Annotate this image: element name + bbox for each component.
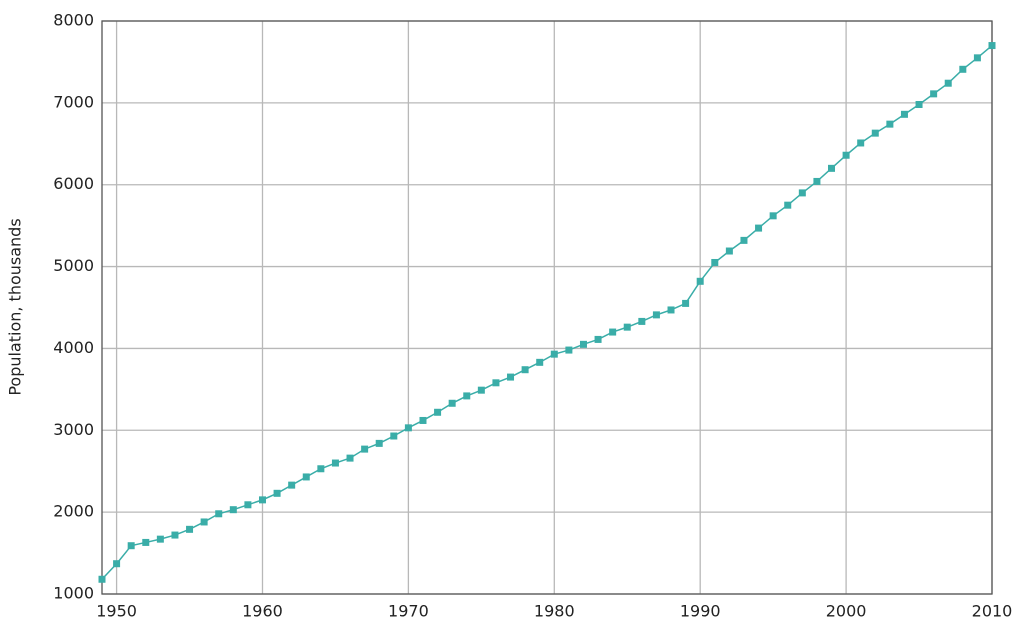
y-tick-label: 8000 (53, 11, 94, 30)
y-tick-label: 4000 (53, 338, 94, 357)
x-tick-label: 2000 (826, 602, 867, 621)
marker (229, 506, 237, 514)
marker (419, 416, 427, 424)
marker (623, 323, 631, 331)
marker (915, 100, 923, 108)
plot-frame (101, 20, 993, 595)
marker (536, 358, 544, 366)
marker (390, 432, 398, 440)
marker (375, 439, 383, 447)
marker (550, 350, 558, 358)
marker (346, 454, 354, 462)
marker (98, 575, 106, 583)
marker (609, 328, 617, 336)
marker (448, 399, 456, 407)
marker (113, 560, 121, 568)
marker (579, 340, 587, 348)
marker (156, 535, 164, 543)
marker (273, 489, 281, 497)
marker (127, 542, 135, 550)
y-tick-label: 5000 (53, 256, 94, 275)
marker (463, 392, 471, 400)
x-tick-label: 1990 (680, 602, 721, 621)
marker (507, 373, 515, 381)
marker (740, 236, 748, 244)
marker (944, 79, 952, 87)
marker (215, 510, 223, 518)
y-axis-label: Population, thousands (6, 218, 25, 395)
marker (258, 496, 266, 504)
marker (434, 408, 442, 416)
marker (142, 538, 150, 546)
x-tick-label: 1970 (388, 602, 429, 621)
marker (521, 366, 529, 374)
marker (638, 317, 646, 325)
marker (842, 151, 850, 159)
marker (302, 473, 310, 481)
marker (828, 164, 836, 172)
marker (244, 501, 252, 509)
marker (798, 189, 806, 197)
x-tick-label: 1960 (242, 602, 283, 621)
marker (784, 201, 792, 209)
marker (331, 459, 339, 467)
marker (959, 65, 967, 73)
y-tick-label: 2000 (53, 502, 94, 521)
marker (317, 465, 325, 473)
line (101, 44, 993, 580)
x-tick-label: 2010 (972, 602, 1013, 621)
x-tick-label: 1980 (534, 602, 575, 621)
marker (288, 481, 296, 489)
marker (477, 386, 485, 394)
marker (871, 129, 879, 137)
marker (711, 258, 719, 266)
marker (696, 277, 704, 285)
marker (725, 247, 733, 255)
marker (930, 90, 938, 98)
marker (755, 224, 763, 232)
marker (988, 42, 996, 50)
marker (682, 299, 690, 307)
marker (186, 525, 194, 533)
marker (667, 306, 675, 314)
marker (594, 335, 602, 343)
y-tick-label: 3000 (53, 420, 94, 439)
marker (171, 531, 179, 539)
marker (361, 445, 369, 453)
marker (886, 120, 894, 128)
marker (404, 424, 412, 432)
marker (492, 379, 500, 387)
y-tick-label: 6000 (53, 174, 94, 193)
marker (652, 311, 660, 319)
marker (973, 54, 981, 62)
marker (857, 139, 865, 147)
marker (200, 518, 208, 526)
y-tick-label: 7000 (53, 92, 94, 111)
marker (813, 177, 821, 185)
x-tick-label: 1950 (96, 602, 137, 621)
marker (900, 110, 908, 118)
y-tick-label: 1000 (53, 584, 94, 603)
marker (769, 212, 777, 220)
marker (565, 346, 573, 354)
